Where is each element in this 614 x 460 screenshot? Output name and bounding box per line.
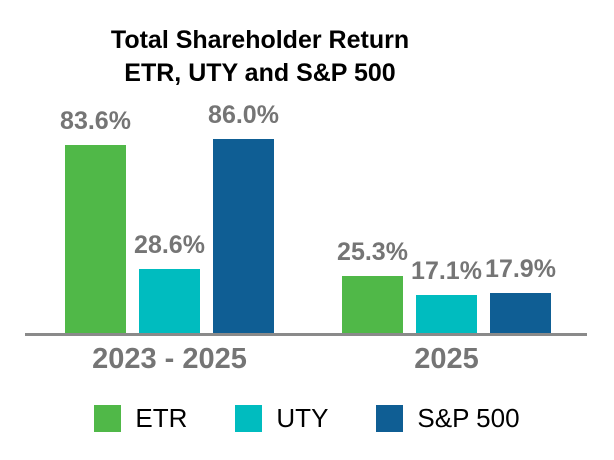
bar-etr-2023-2025: [65, 145, 126, 333]
legend-label-uty: UTY: [276, 403, 329, 433]
legend-label-etr: ETR: [135, 403, 188, 433]
value-label-s-p-500-2025: 17.9%: [485, 255, 556, 283]
bar-s-p-500-2025: [490, 293, 551, 333]
legend-item-uty: UTY: [235, 404, 328, 432]
legend-item-etr: ETR: [94, 404, 187, 432]
bar-uty-2023-2025: [139, 269, 200, 333]
value-label-s-p-500-2023-2025: 86.0%: [208, 101, 279, 129]
bar-uty-2025: [416, 295, 477, 333]
value-label-etr-2023-2025: 83.6%: [60, 107, 131, 135]
legend-swatch-s-p-500: [376, 404, 404, 432]
legend-item-s-p-500: S&P 500: [376, 403, 520, 433]
value-label-uty-2025: 17.1%: [411, 257, 482, 285]
chart-title-line2: ETR, UTY and S&P 500: [124, 59, 396, 87]
chart-title: Total Shareholder Return ETR, UTY and S&…: [0, 24, 520, 90]
category-label-2023-2025: 2023 - 2025: [92, 343, 247, 375]
legend-swatch-etr: [94, 404, 122, 432]
bar-etr-2025: [342, 276, 403, 333]
chart-title-line1: Total Shareholder Return: [110, 26, 410, 54]
value-label-etr-2025: 25.3%: [337, 238, 408, 266]
x-axis-line: [25, 333, 587, 336]
legend: ETR UTY S&P 500: [0, 404, 614, 432]
legend-label-s-p-500: S&P 500: [417, 403, 520, 433]
category-label-2025: 2025: [414, 343, 479, 375]
bar-s-p-500-2023-2025: [213, 139, 274, 333]
legend-swatch-uty: [235, 404, 263, 432]
value-label-uty-2023-2025: 28.6%: [134, 231, 205, 259]
